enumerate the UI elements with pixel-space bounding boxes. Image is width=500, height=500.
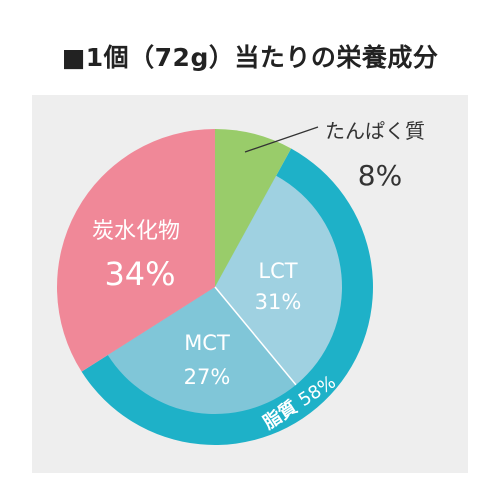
slice-value-mct: 27%: [184, 365, 231, 389]
chart-title: ■1個（72g）当たりの栄養成分: [61, 43, 439, 72]
slice-label-protein: たんぱく質: [325, 119, 425, 143]
slices-layer: [57, 129, 374, 445]
pie-slice-0: [215, 129, 292, 287]
slice-label-mct: MCT: [184, 331, 230, 355]
slice-value-carbohydrate: 34%: [104, 255, 175, 293]
pie-separator: [214, 286, 297, 386]
slice-label-carbohydrate: 炭水化物: [92, 219, 180, 244]
protein-leader-line: [244, 126, 319, 153]
pie-slice-2: [107, 287, 296, 415]
slice-value-protein: 8%: [358, 159, 402, 192]
pie-slice-3: [57, 129, 215, 372]
slice-label-lct: LCT: [258, 259, 297, 283]
slice-value-lct: 31%: [255, 290, 302, 314]
pie-slice-1: [215, 175, 342, 385]
